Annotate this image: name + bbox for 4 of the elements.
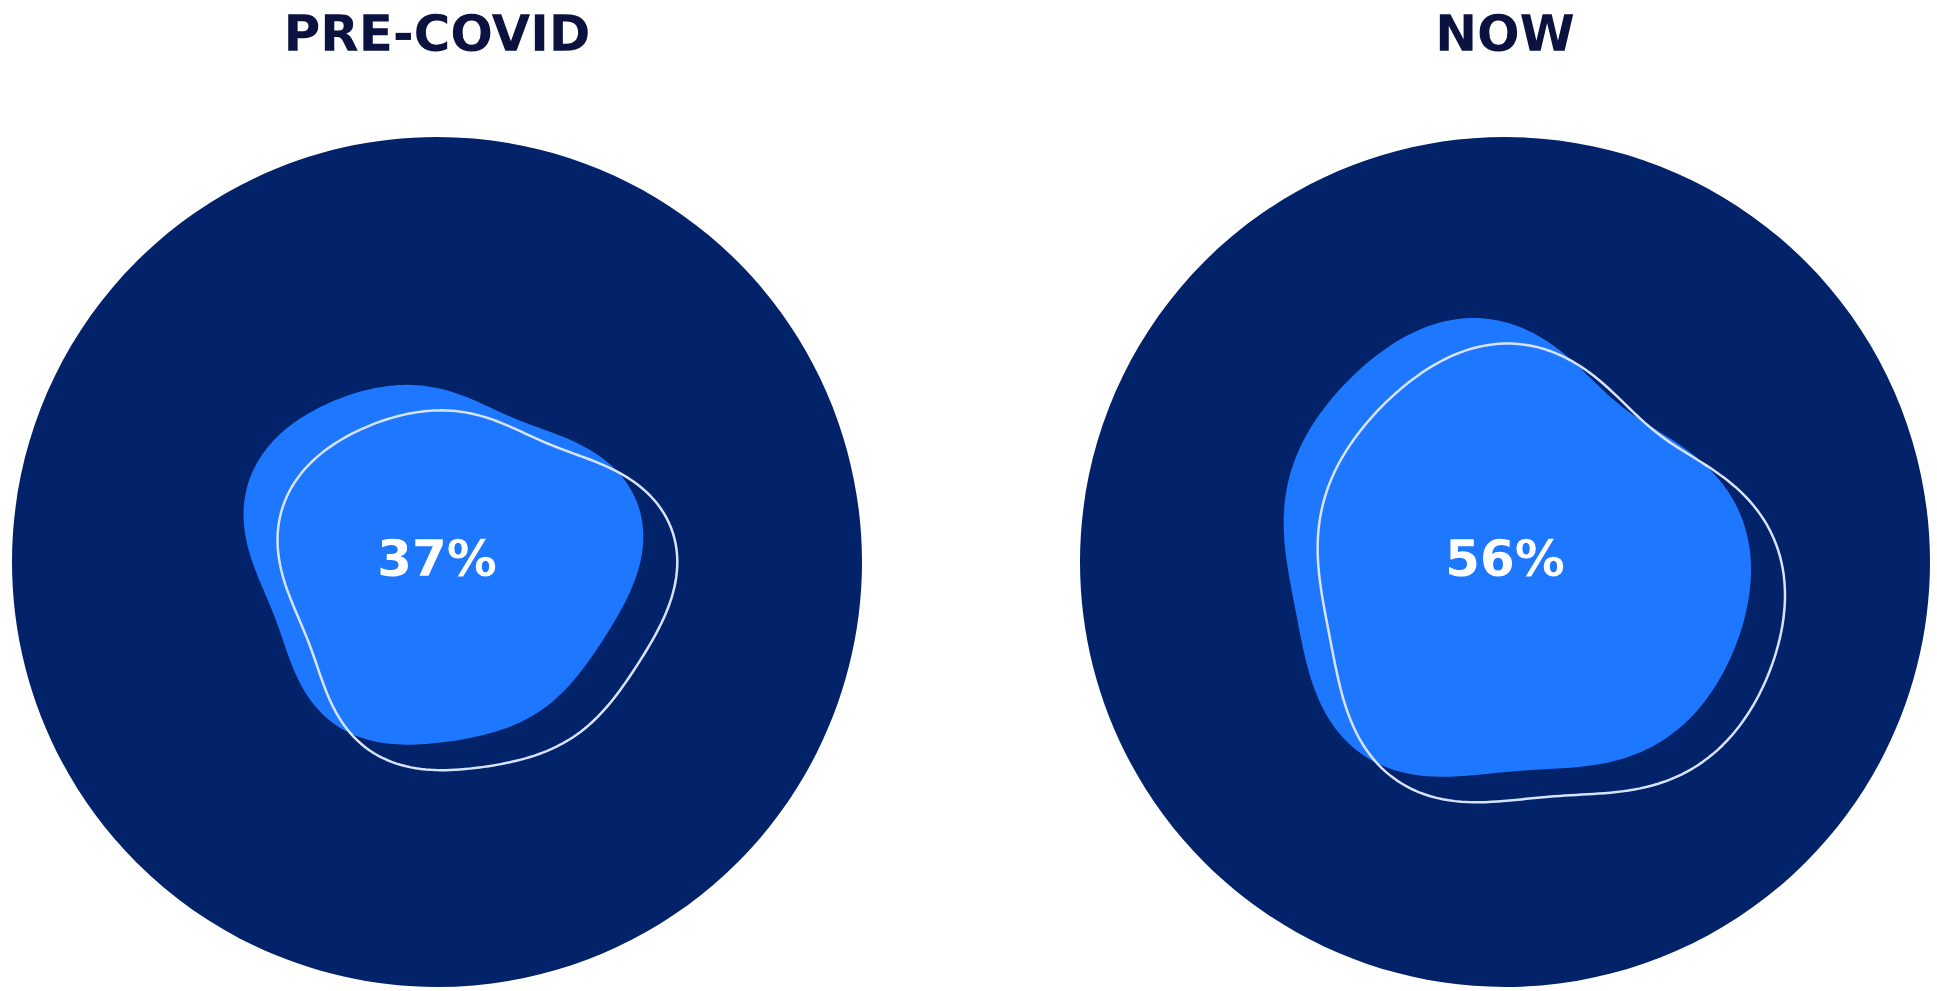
text: NOW [1439,13,1574,52]
data-label: 37% [380,538,496,577]
data-label: 56% [1449,538,1564,577]
text: PRE-COVID [288,13,588,52]
